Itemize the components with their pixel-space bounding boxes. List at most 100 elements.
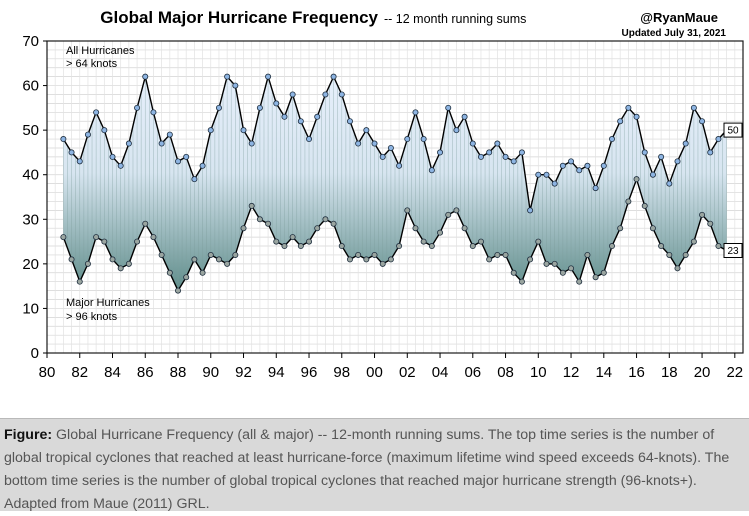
series-line-major [62, 176, 727, 293]
data-point-major [625, 198, 632, 205]
data-point-major [224, 260, 231, 267]
data-point-all [314, 113, 321, 120]
data-point-major [314, 225, 321, 232]
data-point-major [60, 234, 67, 241]
data-point-major [412, 225, 419, 232]
data-point-major [306, 238, 313, 245]
data-point-major [551, 260, 558, 267]
data-point-all [387, 144, 394, 151]
data-point-major [322, 216, 329, 223]
data-point-all [183, 153, 190, 160]
series-markers [60, 73, 730, 294]
data-point-all [608, 136, 615, 143]
data-point-all [379, 153, 386, 160]
data-point-major [297, 243, 304, 250]
data-point-all [592, 185, 599, 192]
data-point-major [535, 238, 542, 245]
x-tick-label: 02 [399, 364, 416, 381]
data-point-major [592, 274, 599, 281]
data-point-major [281, 243, 288, 250]
y-tick-label: 20 [22, 256, 39, 273]
data-point-all [412, 109, 419, 116]
y-tick-label: 30 [22, 211, 39, 228]
data-point-all [469, 140, 476, 147]
data-point-major [666, 251, 673, 258]
x-tick-label: 84 [104, 364, 121, 381]
data-point-all [502, 153, 509, 160]
data-point-all [518, 149, 525, 156]
data-point-major [453, 207, 460, 214]
data-point-all [600, 162, 607, 169]
data-point-all [461, 113, 468, 120]
data-point-all [477, 153, 484, 160]
x-tick-label: 04 [432, 364, 449, 381]
data-point-all [584, 162, 591, 169]
plot-frame [46, 40, 744, 354]
data-point-all [109, 153, 116, 160]
data-point-all [142, 73, 149, 80]
data-point-all [150, 109, 157, 116]
data-point-all [707, 149, 714, 156]
caption-bold-label: Figure: [4, 427, 53, 443]
data-point-all [224, 73, 231, 80]
data-point-all [494, 140, 501, 147]
data-point-all [690, 104, 697, 111]
x-tick-label: 18 [661, 364, 678, 381]
data-point-all [306, 136, 313, 143]
data-point-major [477, 238, 484, 245]
data-point-all [215, 104, 222, 111]
x-tick-label: 22 [726, 364, 743, 381]
data-point-all [273, 100, 280, 107]
data-point-all [437, 149, 444, 156]
data-point-all [322, 91, 329, 98]
data-point-major [273, 238, 280, 245]
data-point-major [191, 256, 198, 263]
major-hurricanes-threshold-label: > 96 knots [66, 311, 118, 323]
data-point-major [175, 287, 182, 294]
data-point-major [404, 207, 411, 214]
data-point-major [265, 220, 272, 227]
data-point-all [76, 158, 83, 165]
data-point-all [281, 113, 288, 120]
data-point-all [363, 127, 370, 134]
x-tick-label: 98 [333, 364, 350, 381]
data-point-major [338, 243, 345, 250]
data-point-all [420, 136, 427, 143]
data-point-all [101, 127, 108, 134]
data-point-major [420, 238, 427, 245]
updated-label: Updated July 31, 2021 [622, 28, 727, 39]
data-point-major [371, 251, 378, 258]
data-point-all [346, 118, 353, 125]
data-point-all [338, 91, 345, 98]
data-point-major [76, 278, 83, 285]
all-last-value-box [723, 122, 743, 138]
data-point-major [84, 260, 91, 267]
data-point-major [248, 202, 255, 209]
hurricane-frequency-chart: 0 10 20 30 40 50 60 70 80 82 84 86 88 90 92 94 96 98 00 02 0… [22, 8, 744, 381]
data-point-all [633, 113, 640, 120]
figure-caption: Figure: Global Hurricane Frequency (all … [0, 418, 749, 512]
data-point-all [535, 171, 542, 178]
data-point-all [617, 118, 624, 125]
x-tick-label: 94 [268, 364, 285, 381]
data-point-all [60, 136, 67, 143]
x-tick-label: 16 [628, 364, 645, 381]
data-point-all [658, 153, 665, 160]
data-point-all [396, 162, 403, 169]
data-point-all [699, 118, 706, 125]
data-point-all [510, 158, 517, 165]
data-point-all [715, 136, 722, 143]
data-point-major [649, 225, 656, 232]
data-point-all [84, 131, 91, 138]
data-point-major [469, 243, 476, 250]
data-point-all [486, 149, 493, 156]
data-point-all [527, 207, 534, 214]
major-last-value-box [723, 243, 743, 258]
data-point-all [674, 158, 681, 165]
data-point-all [428, 167, 435, 174]
data-point-all [191, 176, 198, 183]
data-point-major [428, 243, 435, 250]
data-point-all [68, 149, 75, 156]
data-point-all [404, 136, 411, 143]
data-point-major [690, 238, 697, 245]
